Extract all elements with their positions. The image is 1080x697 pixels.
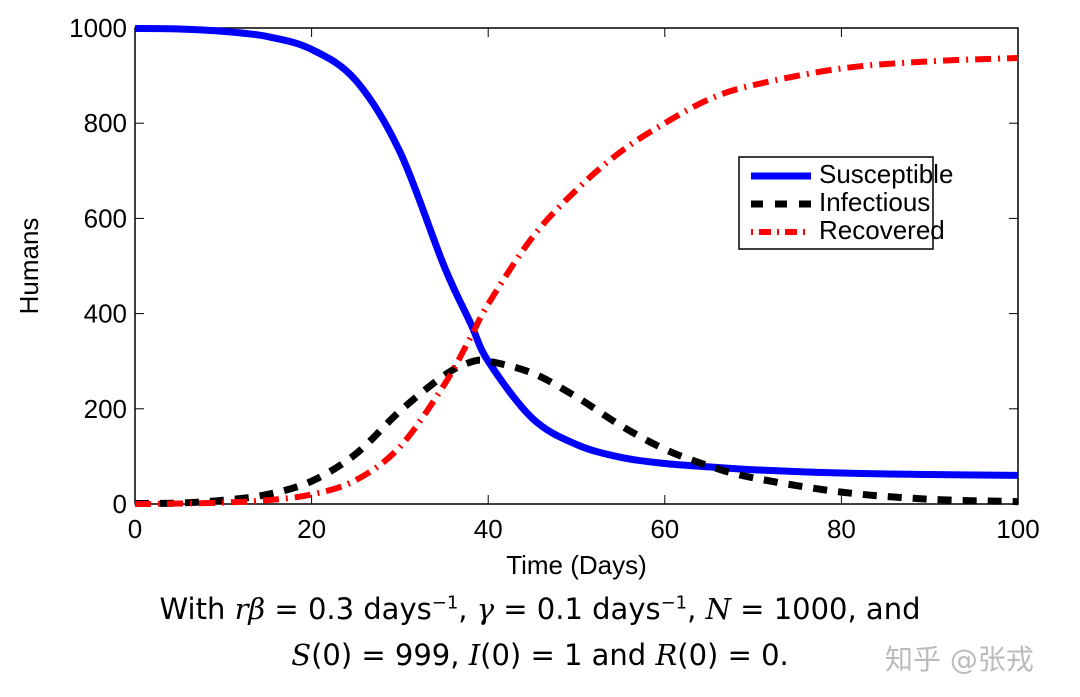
caption-math: N — [705, 592, 731, 626]
caption-text: = 0.1 days — [494, 592, 661, 626]
y-tick-label: 800 — [84, 108, 127, 138]
legend-label-recovered: Recovered — [819, 215, 945, 245]
caption-math: S — [291, 638, 312, 672]
legend-label-infectious: Infectious — [819, 187, 930, 217]
caption-math: rβ — [234, 592, 266, 626]
legend — [738, 156, 934, 250]
y-tick-label: 400 — [84, 299, 127, 329]
x-tick-label: 100 — [996, 514, 1039, 544]
series-line-susceptible — [134, 24, 1019, 479]
caption-text: = 0.3 days — [265, 592, 432, 626]
caption-sup: −1 — [431, 592, 459, 614]
caption-text: (0) = 1 and — [480, 638, 656, 672]
caption-text: , — [687, 592, 706, 626]
x-tick-label: 20 — [297, 514, 326, 544]
x-tick-label: 80 — [827, 514, 856, 544]
y-tick-label: 0 — [113, 489, 127, 519]
y-axis-label: Humans — [14, 218, 44, 315]
x-axis-label: Time (Days) — [506, 550, 647, 580]
caption-sup: −1 — [660, 592, 688, 614]
caption-line-1: With rβ = 0.3 days−1, γ = 0.1 days−1, N … — [0, 592, 1080, 626]
y-tick-label: 200 — [84, 394, 127, 424]
series-line-infectious — [134, 356, 1019, 508]
caption-line-2: S(0) = 999, I(0) = 1 and R(0) = 0. — [0, 638, 1080, 672]
caption-text: = 1000, and — [730, 592, 921, 626]
caption-text: With — [159, 592, 235, 626]
watermark: 知乎 @张戎 — [885, 643, 1034, 676]
caption-math: I — [468, 638, 481, 672]
y-tick-label: 600 — [84, 203, 127, 233]
caption-math: R — [655, 638, 678, 672]
caption-text: (0) = 0. — [677, 638, 789, 672]
x-tick-label: 0 — [128, 514, 142, 544]
series-line-recovered — [134, 54, 1019, 507]
caption-text: (0) = 999, — [311, 638, 469, 672]
x-tick-label: 40 — [474, 514, 503, 544]
legend-label-susceptible: Susceptible — [819, 159, 953, 189]
x-tick-label: 60 — [650, 514, 679, 544]
y-tick-label: 1000 — [69, 13, 127, 43]
plot-area — [134, 27, 1019, 505]
caption-text: , — [458, 592, 477, 626]
caption-math: γ — [476, 592, 495, 626]
